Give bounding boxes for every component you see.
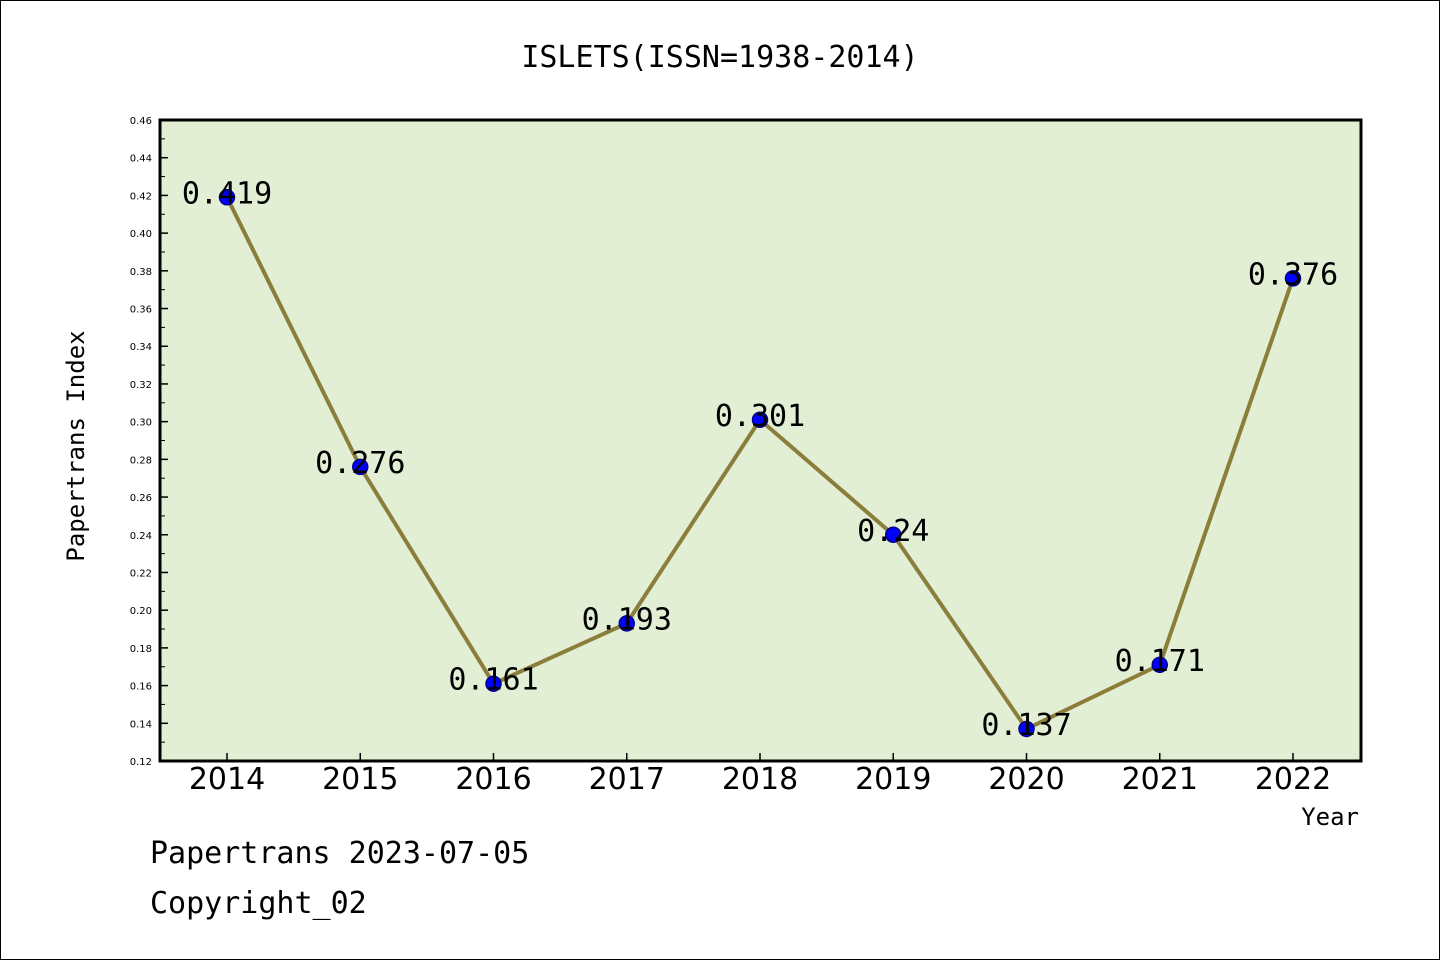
data-label: 0.301 (715, 399, 805, 434)
plot-area (158, 118, 1363, 763)
data-point (1284, 270, 1302, 287)
data-points (218, 189, 1302, 738)
x-tick-label: 2017 (589, 762, 665, 797)
footer-date: Papertrans 2023-07-05 (150, 836, 530, 871)
y-tick-label: 0.26 (130, 493, 152, 504)
y-tick-label: 0.14 (130, 719, 152, 730)
data-label: 0.24 (857, 514, 929, 549)
x-tick-label: 2020 (988, 762, 1064, 797)
y-tick-label: 0.44 (130, 154, 152, 165)
x-tick-label: 2018 (722, 762, 798, 797)
y-tick-label: 0.38 (130, 267, 152, 278)
data-point (885, 526, 902, 544)
data-point (751, 411, 769, 429)
footer-copyright: Copyright_02 (150, 886, 367, 921)
y-axis-label: Papertrans Index (62, 330, 90, 561)
data-point (1151, 656, 1168, 674)
y-tick-label: 0.28 (130, 455, 152, 466)
data-point (618, 615, 635, 632)
data-label: 0.171 (1115, 644, 1205, 679)
data-label: 0.193 (582, 602, 672, 637)
data-point (1018, 720, 1035, 738)
y-tick-label: 0.34 (130, 342, 152, 353)
data-point (218, 189, 236, 206)
data-label: 0.276 (315, 446, 405, 481)
y-tick-label: 0.16 (130, 682, 152, 693)
y-tick-label: 0.18 (130, 644, 152, 655)
x-tick-label: 2022 (1255, 762, 1331, 797)
y-axis: 0.12 0.14 0.16 0.18 0.20 0.22 0.24 0.26 0.28 0.30… (130, 116, 168, 768)
y-tick-label: 0.12 (130, 757, 152, 768)
y-tick-label: 0.30 (130, 418, 152, 429)
x-axis-label: Year (1301, 803, 1359, 831)
data-point (352, 458, 369, 476)
data-label: 0.137 (981, 708, 1071, 743)
x-tick-label: 2021 (1122, 762, 1198, 797)
y-tick-label: 0.20 (130, 606, 152, 617)
y-tick-label: 0.42 (130, 191, 152, 202)
data-labels: 0.419 0.276 0.161 0.193 0.301 0.24 0.137 0.171 0… (182, 176, 1338, 743)
y-tick-label: 0.32 (130, 380, 152, 391)
x-tick-label: 2014 (189, 762, 265, 797)
chart-title: ISLETS(ISSN=1938-2014) (521, 40, 918, 75)
data-label: 0.161 (448, 663, 538, 698)
data-point (485, 675, 502, 692)
y-tick-label: 0.46 (130, 116, 152, 127)
x-tick-label: 2019 (855, 762, 931, 797)
x-tick-label: 2015 (322, 762, 398, 797)
y-tick-label: 0.36 (130, 305, 152, 316)
y-tick-label: 0.22 (130, 568, 152, 579)
data-label: 0.376 (1248, 257, 1338, 292)
data-label: 0.419 (182, 176, 272, 211)
y-tick-label: 0.40 (130, 229, 152, 240)
x-tick-label: 2016 (455, 762, 531, 797)
y-tick-label: 0.24 (130, 531, 152, 542)
x-axis: 2014 2015 2016 2017 2018 2019 2020 2021 2022 (189, 753, 1331, 797)
